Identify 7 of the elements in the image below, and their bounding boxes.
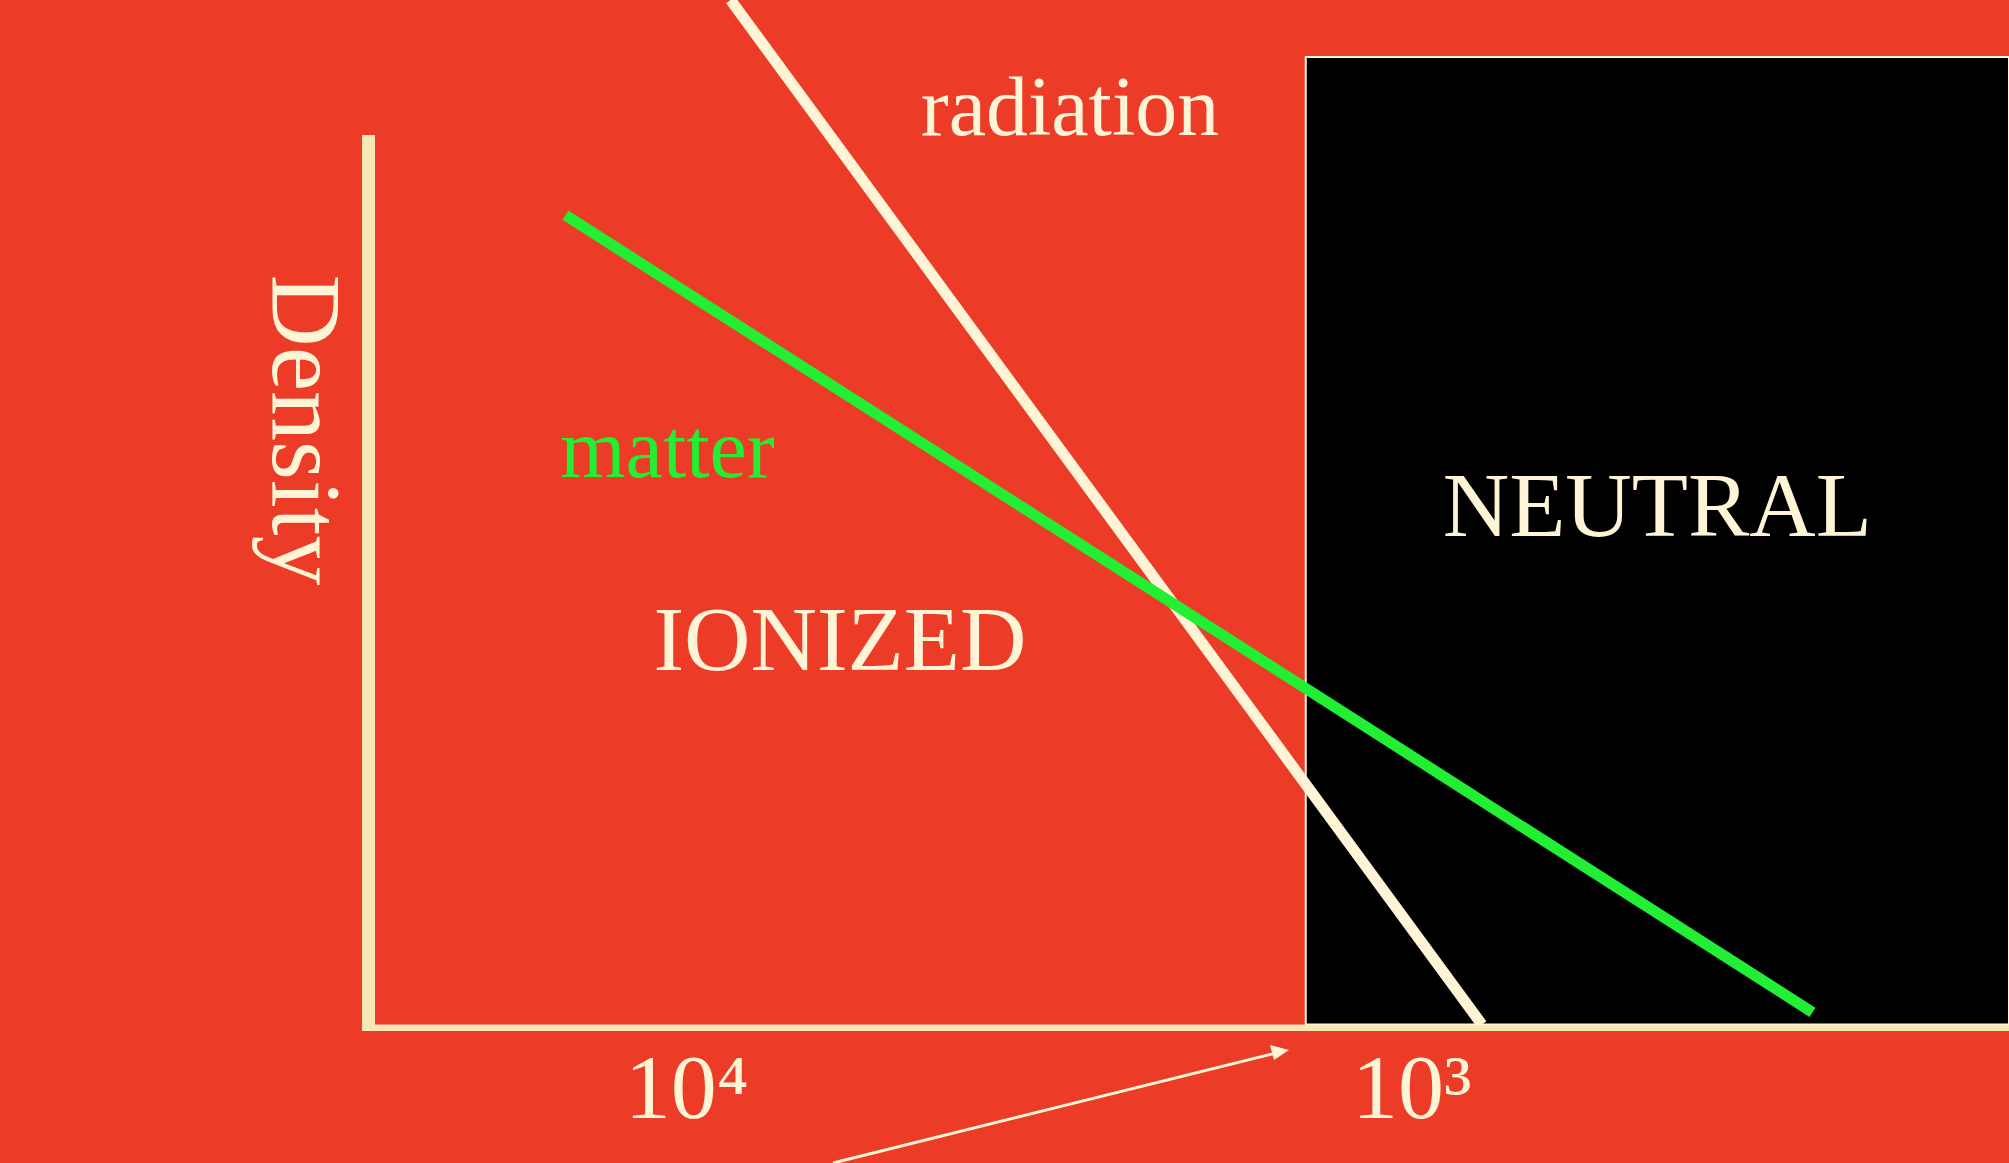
y-axis-title: Density	[250, 274, 362, 586]
band-label: IONIZED	[653, 587, 1027, 690]
series-label: matter	[560, 401, 775, 495]
x-tick-label: 10³	[1351, 1035, 1472, 1138]
band-label: NEUTRAL	[1442, 454, 1873, 557]
x-tick-label: 10⁴	[624, 1035, 749, 1138]
series-label: radiation	[920, 60, 1220, 154]
